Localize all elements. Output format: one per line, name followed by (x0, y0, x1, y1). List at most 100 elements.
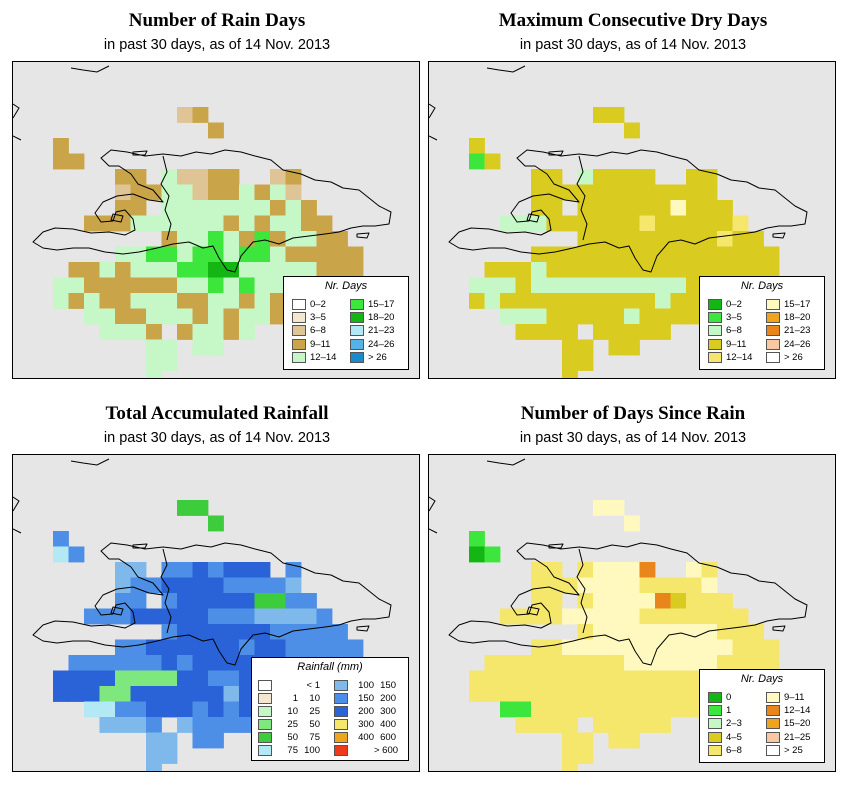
grid-cell (531, 293, 547, 309)
grid-cell (639, 293, 656, 309)
grid-cell (161, 355, 178, 371)
grid-cell (192, 624, 209, 640)
legend-swatch (766, 325, 780, 337)
grid-cell (115, 324, 131, 340)
grid-cell (593, 500, 609, 516)
grid-cell (608, 686, 625, 702)
legend-label-high: 600 (380, 732, 396, 743)
grid-cell (562, 686, 578, 702)
grid-cell (732, 262, 749, 278)
grid-cell (84, 262, 100, 278)
grid-cell (208, 169, 224, 185)
grid-cell (223, 184, 240, 201)
legend-entry: < 1 (258, 680, 320, 692)
grid-cell (84, 215, 100, 232)
grid-cell (593, 324, 609, 340)
legend-label: 24–26 (368, 338, 395, 350)
legend-entry: 1 10 (258, 693, 320, 705)
grid-cell (639, 246, 656, 263)
grid-cell (115, 701, 131, 718)
grid-cell (68, 262, 85, 278)
grid-cell (177, 701, 193, 718)
grid-cell (239, 293, 255, 309)
grid-cell (316, 608, 333, 625)
chart-subtitle: in past 30 days, as of 14 Nov. 2013 (519, 430, 747, 446)
grid-cell (161, 262, 178, 278)
grid-cell (546, 184, 563, 201)
legend-label-low: 10 (287, 706, 298, 717)
grid-cell (208, 686, 224, 702)
grid-cell (577, 293, 594, 309)
grid-cell (84, 277, 100, 294)
grid-cell (223, 231, 240, 247)
legend-label-low: 150 (358, 693, 374, 704)
grid-cell (177, 215, 193, 232)
grid-cell (593, 200, 609, 216)
grid-cell (161, 308, 178, 325)
grid-cell (686, 200, 702, 216)
grid-cell (577, 593, 594, 609)
grid-cell (608, 107, 625, 123)
gonave-outline (526, 213, 540, 223)
grid-cell (99, 701, 116, 718)
grid-cell (301, 231, 317, 247)
grid-cell (624, 577, 640, 594)
legend: Rainfall (mm) < 1 1 10 10 25 25 50 50 75 75 100 100… (251, 657, 409, 761)
grid-cell (192, 324, 209, 340)
grid-cell (208, 215, 224, 232)
grid-cell (177, 231, 193, 247)
legend-swatch (334, 693, 348, 704)
grid-cell (593, 608, 609, 625)
grid-cell (130, 246, 147, 263)
grid-cell (84, 608, 100, 625)
grid-cell (285, 624, 302, 640)
grid-cell (254, 562, 271, 578)
grid-cell (161, 732, 178, 749)
grid-cell (577, 339, 594, 356)
legend-swatch (766, 718, 780, 730)
legend-label: 21–25 (784, 731, 811, 743)
grid-cell (593, 577, 609, 594)
grid-cell (177, 639, 193, 656)
legend-entry: > 25 (766, 744, 803, 757)
grid-cell (146, 608, 162, 625)
grid-cell (99, 670, 116, 687)
grid-cell (192, 215, 209, 232)
grid-cell (270, 293, 286, 309)
legend: Nr. Days 0–2 3–5 6–8 9–11 12–14 15–17 18–20 21–… (283, 276, 409, 370)
legend-entry: 1 (708, 705, 731, 717)
grid-cell (624, 562, 640, 578)
grid-cell (531, 169, 547, 185)
grid-cell (593, 593, 609, 609)
grid-cell (577, 748, 594, 764)
grid-cell (562, 639, 578, 656)
legend-swatch (708, 705, 722, 717)
grid-cell (285, 577, 302, 594)
grid-cell (192, 686, 209, 702)
grid-cell (177, 670, 193, 687)
legend-label: 18–20 (784, 312, 811, 324)
grid-cell (99, 262, 116, 278)
grid-cell (208, 624, 224, 640)
grid-cell (717, 624, 733, 640)
gonave-outline (110, 606, 124, 616)
grid-cell (717, 262, 733, 278)
grid-cell (208, 608, 224, 625)
grid-cell (239, 308, 255, 325)
grid-cell (146, 308, 162, 325)
grid-cell (500, 308, 516, 325)
grid-cell (515, 324, 532, 340)
grid-cell (84, 655, 100, 671)
grid-cell (639, 231, 656, 247)
grid-cell (177, 293, 193, 309)
grid-cell (515, 608, 532, 625)
legend-entry: 150 200 (334, 693, 396, 705)
grid-cell (285, 215, 302, 232)
legend-entry: 24–26 (766, 338, 810, 351)
grid-cell (701, 184, 718, 201)
legend-entry: 9–11 (292, 338, 330, 351)
legend-swatch (766, 692, 780, 703)
grid-cell (686, 639, 702, 656)
legend-label-high: 300 (380, 706, 396, 717)
grid-cell (223, 639, 240, 656)
